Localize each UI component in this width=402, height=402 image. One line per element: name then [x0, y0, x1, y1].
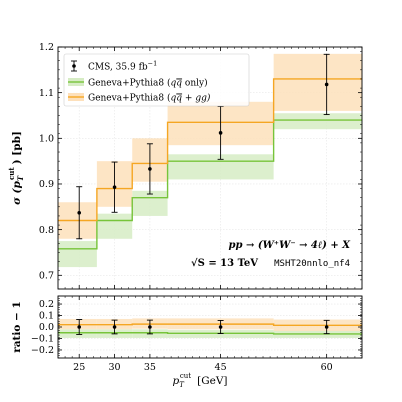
- y-tick-label: −0.2: [31, 345, 54, 356]
- x-tick-label: 30: [109, 362, 121, 373]
- annotations: pp → (W⁺W⁻ → 4ℓ) + X √S = 13 TeV MSHT20nnl…: [191, 240, 351, 269]
- data-point: [77, 210, 82, 215]
- y-tick-label: 0.8: [39, 225, 54, 236]
- main-panel: 0.7 0.8 0.9 1.0 1.1 1.2 σ (pTcut) [pb] CMS, 35.…: [7, 42, 363, 290]
- y-tick-label: 0.7: [39, 271, 54, 282]
- band-bin: [96, 213, 133, 239]
- data-point: [218, 131, 223, 135]
- x-axis-label: pTcut [GeV]: [172, 372, 227, 389]
- data-point: [324, 325, 329, 329]
- ratio-y-axis-label: ratio − 1: [11, 301, 23, 353]
- data-point: [112, 185, 117, 189]
- data-point: [218, 325, 223, 329]
- y-tick-label: 0.9: [39, 179, 54, 190]
- band-bin: [273, 113, 362, 130]
- legend-label-series: Geneva+Pythia8 (qq only): [88, 78, 208, 89]
- x-tick-label: 45: [215, 362, 227, 373]
- band-0: [58, 113, 362, 268]
- annotation-pdf: MSHT20nnlo_nf4: [274, 259, 350, 269]
- data-point: [77, 325, 82, 329]
- band-bin: [58, 241, 97, 268]
- y-tick-label: 0.0: [39, 322, 54, 333]
- axes-frame: [57, 46, 363, 290]
- series-line-0: [58, 119, 362, 250]
- data-points: [76, 53, 330, 240]
- legend-box: [63, 53, 250, 107]
- band-1: [58, 53, 362, 239]
- y-tick-label: 1.1: [39, 88, 54, 99]
- y-tick-label: −0.1: [31, 334, 54, 345]
- y-tick-label: 1.2: [39, 42, 54, 53]
- legend-marker: [72, 64, 76, 68]
- y-tick-label: 0.2: [39, 299, 54, 310]
- x-tick-label: 35: [144, 362, 156, 373]
- legend-label-cms: CMS, 35.9 fb−1: [88, 60, 157, 73]
- x-tick-label: 25: [73, 362, 85, 373]
- annotation-process: pp → (W⁺W⁻ → 4ℓ) + X: [229, 240, 352, 251]
- annotation-energy: √S = 13 TeV: [191, 257, 258, 269]
- x-tick-label: 60: [321, 362, 333, 373]
- ratio-panel: −0.2−0.10.00.10.2 25 30 35 45 60 pTcut [GeV] rat…: [11, 295, 363, 389]
- band-bin: [132, 190, 168, 216]
- data-point: [324, 82, 329, 87]
- legend: CMS, 35.9 fb−1 Geneva+Pythia8 (qq only) Ge…: [63, 53, 250, 107]
- main-y-axis-label: σ (pTcut) [pb]: [7, 131, 25, 205]
- y-tick-label: 1.0: [39, 134, 54, 145]
- band-bin: [58, 329, 97, 338]
- data-point: [112, 325, 117, 329]
- series-line-0: [58, 332, 362, 335]
- legend-label-series: Geneva+Pythia8 (qq + gg): [88, 93, 211, 104]
- data-point: [148, 167, 152, 171]
- band-bin: [273, 53, 362, 111]
- data-points: [76, 319, 330, 335]
- data-point: [148, 325, 152, 329]
- y-tick-label: 0.1: [39, 311, 54, 322]
